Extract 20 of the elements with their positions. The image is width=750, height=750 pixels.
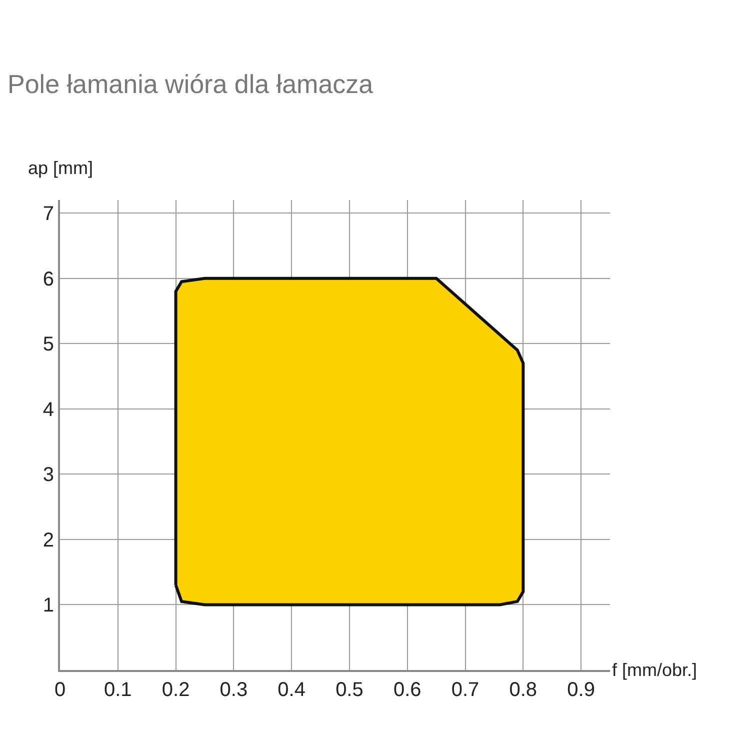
y-tick-label: 3 (42, 464, 54, 486)
chart-title: Pole łamania wióra dla łamacza (8, 69, 374, 100)
y-tick-label: 1 (42, 594, 54, 617)
y-tick-label: 7 (42, 203, 54, 226)
y-tick-label: 2 (42, 529, 54, 552)
x-tick-label: 0.5 (336, 679, 364, 701)
x-tick-label: 0.1 (104, 679, 132, 701)
x-tick-label: 0 (54, 679, 66, 701)
y-tick-label: 6 (42, 268, 54, 290)
x-tick-label: 0.6 (393, 679, 422, 701)
x-tick-label: 0.9 (567, 679, 595, 701)
x-tick-label: 0.2 (162, 679, 190, 701)
x-tick-label: 0.8 (509, 679, 538, 701)
y-axis-title: ap [mm] (28, 158, 94, 178)
y-tick-label: 4 (42, 398, 54, 421)
x-tick-label: 0.4 (278, 679, 306, 701)
x-tick-label: 0.3 (220, 679, 248, 701)
y-tick-label: 5 (42, 334, 54, 356)
x-axis-title: f [mm/obr.] (612, 660, 698, 680)
x-tick-label: 0.7 (451, 679, 480, 701)
